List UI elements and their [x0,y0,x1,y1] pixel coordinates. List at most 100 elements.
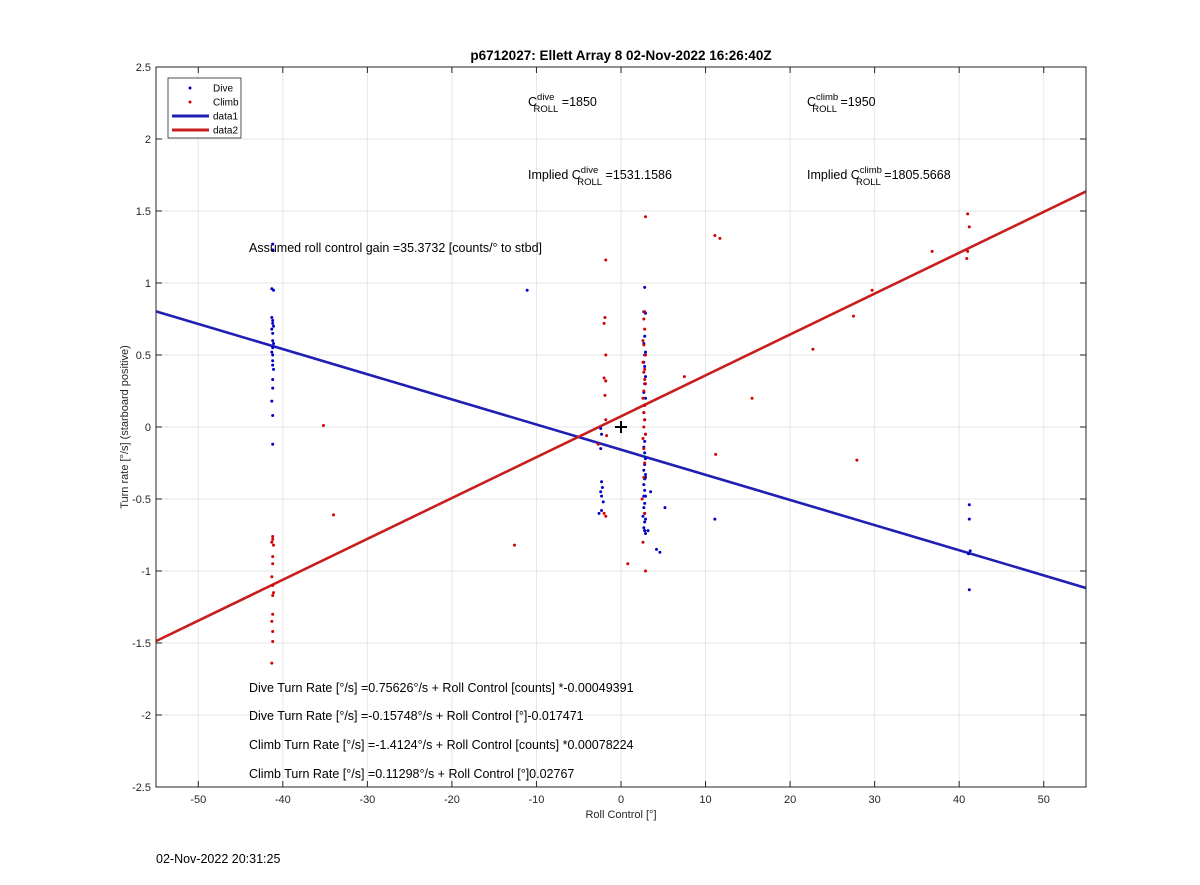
dive-degrees-equation: Dive Turn Rate [°/s] =-0.15748°/s + Roll… [249,709,584,723]
dive-point [599,447,603,451]
c-roll-dive-annotation: Cdive ROLL =1850 [528,92,597,115]
climb-point [644,353,648,357]
dive-point [641,514,645,518]
x-axis-label: Roll Control [°] [585,809,656,821]
climb-point [602,376,606,380]
climb-point [271,534,275,538]
x-tick-label: 10 [699,794,711,806]
climb-point [641,540,645,544]
y-tick-label: -0.5 [132,494,151,506]
climb-point [714,452,718,456]
dive-point [644,375,648,379]
climb-point [332,513,336,517]
climb-point [750,396,754,400]
dive-point [643,451,647,455]
x-tick-label: 50 [1038,794,1050,806]
climb-point [270,661,274,665]
dive-point [272,341,276,345]
climb-point [966,249,970,253]
x-tick-label: 0 [618,794,624,806]
dive-point [270,316,274,320]
climb-point [643,327,647,331]
climb-point [604,514,608,518]
dive-point [642,494,646,498]
legend-dive-marker [188,86,192,90]
y-tick-label: 2.5 [136,62,151,74]
dive-point [271,377,275,381]
dive-point [646,529,650,533]
climb-point [643,461,647,465]
climb-point [642,317,646,321]
climb-point [270,540,274,544]
climb-point [870,288,874,292]
dive-point [271,386,275,390]
dive-point [663,506,667,510]
climb-point [967,225,971,229]
y-tick-label: 1.5 [136,206,151,218]
x-tick-label: 30 [869,794,881,806]
dive-point [967,588,971,592]
dive-point [271,248,275,252]
climb-point [643,367,647,371]
climb-point [272,591,276,595]
climb-point [596,442,600,446]
dive-point [271,318,275,322]
dive-point [272,367,276,371]
legend-climb-marker [188,100,192,104]
dive-counts-equation: Dive Turn Rate [°/s] =0.75626°/s + Roll … [249,681,634,695]
climb-point [642,475,646,479]
climb-point [641,396,645,400]
y-tick-label: -1.5 [132,638,151,650]
legend-data1-label: data1 [213,112,238,123]
dive-point [643,439,647,443]
regression-line-data1 [155,310,1087,590]
x-tick-label: -50 [190,794,206,806]
climb-point [271,537,275,541]
climb-point [603,393,607,397]
c-roll-climb-annotation: Cclimb ROLL =1950 [807,92,876,115]
dive-point [968,549,972,553]
climb-point [643,511,647,515]
climb-point [271,629,275,633]
regression-line-data2 [155,190,1087,643]
regression-lines [155,190,1087,643]
climb-point [603,316,607,320]
climb-point [626,562,630,566]
climb-point [643,403,647,407]
dive-point [597,511,601,515]
dive-point [601,500,605,504]
dive-point [643,334,647,338]
dive-point [655,547,659,551]
dive-point [644,532,648,536]
y-tick-label: 1 [145,278,151,290]
climb-point [321,424,325,428]
dive-point [599,490,603,494]
dive-point [271,363,275,367]
climb-point [271,612,275,616]
dive-point [967,517,971,521]
dive-point [643,501,647,505]
dive-point [271,321,275,325]
dive-point [644,457,648,461]
dive-point [642,526,646,530]
climb-point [965,257,969,261]
climb-point [644,382,648,386]
climb-point [270,619,274,623]
dive-point [271,242,275,246]
dive-point [644,396,648,400]
dive-point [643,520,647,524]
climb-point [852,314,855,318]
y-tick-label: -1 [141,566,151,578]
climb-point [602,321,606,325]
climb-point [713,233,717,237]
climb-point [641,360,645,364]
climb-point [811,347,815,351]
climb-point [644,432,648,436]
dive-point [658,550,662,554]
dive-point [643,529,647,533]
legend-dive-label: Dive [213,84,233,95]
climb-point [271,583,275,587]
dive-point [644,517,648,521]
climb-point [270,575,274,579]
